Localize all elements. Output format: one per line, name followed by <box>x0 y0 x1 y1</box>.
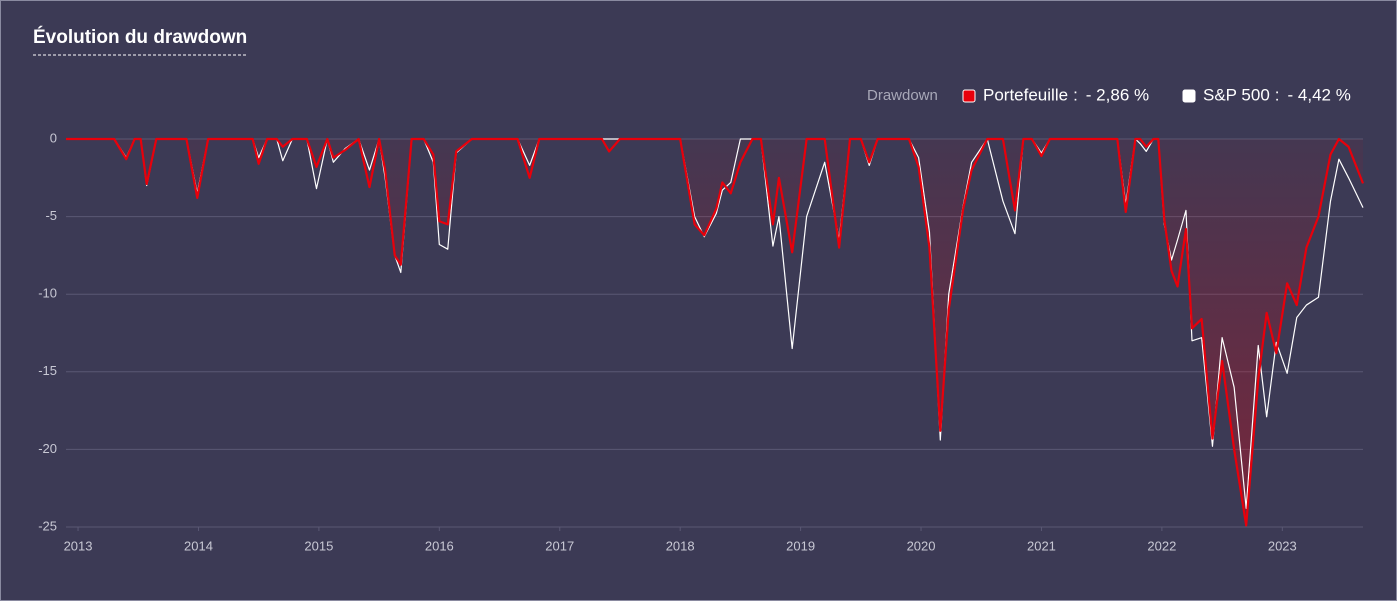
y-tick-label: -15 <box>38 363 57 378</box>
x-tick-label: 2014 <box>184 538 213 553</box>
series-line <box>66 137 1365 527</box>
x-tick-label: 2015 <box>304 538 333 553</box>
x-tick-label: 2023 <box>1268 538 1297 553</box>
area <box>66 139 1363 526</box>
chart-title: Évolution du drawdown <box>33 26 247 48</box>
x-tick-label: 2019 <box>786 538 815 553</box>
legend-label: Portefeuille <box>983 85 1068 104</box>
x-tick-label: 2021 <box>1027 538 1056 553</box>
x-tick-label: 2016 <box>425 538 454 553</box>
y-tick-label: -10 <box>38 286 57 301</box>
x-tick-label: 2018 <box>666 538 695 553</box>
legend-swatch <box>962 89 976 103</box>
legend-swatch <box>1182 89 1196 103</box>
legend-title: Drawdown <box>867 87 938 104</box>
x-tick-label: 2017 <box>545 538 574 553</box>
legend-separator: : <box>1073 85 1078 104</box>
y-tick-label: 0 <box>50 130 57 145</box>
y-tick-label: -25 <box>38 518 57 533</box>
legend-separator: : <box>1275 85 1280 104</box>
legend-value: - 2,86 % <box>1086 85 1149 104</box>
x-tick-label: 2013 <box>64 538 93 553</box>
x-tick-label: 2020 <box>907 538 936 553</box>
x-tick-label: 2022 <box>1147 538 1176 553</box>
legend-value: - 4,42 % <box>1288 85 1351 104</box>
y-tick-label: -20 <box>38 441 57 456</box>
legend-label: S&P 500 <box>1203 85 1270 104</box>
y-tick-label: -5 <box>45 208 57 223</box>
